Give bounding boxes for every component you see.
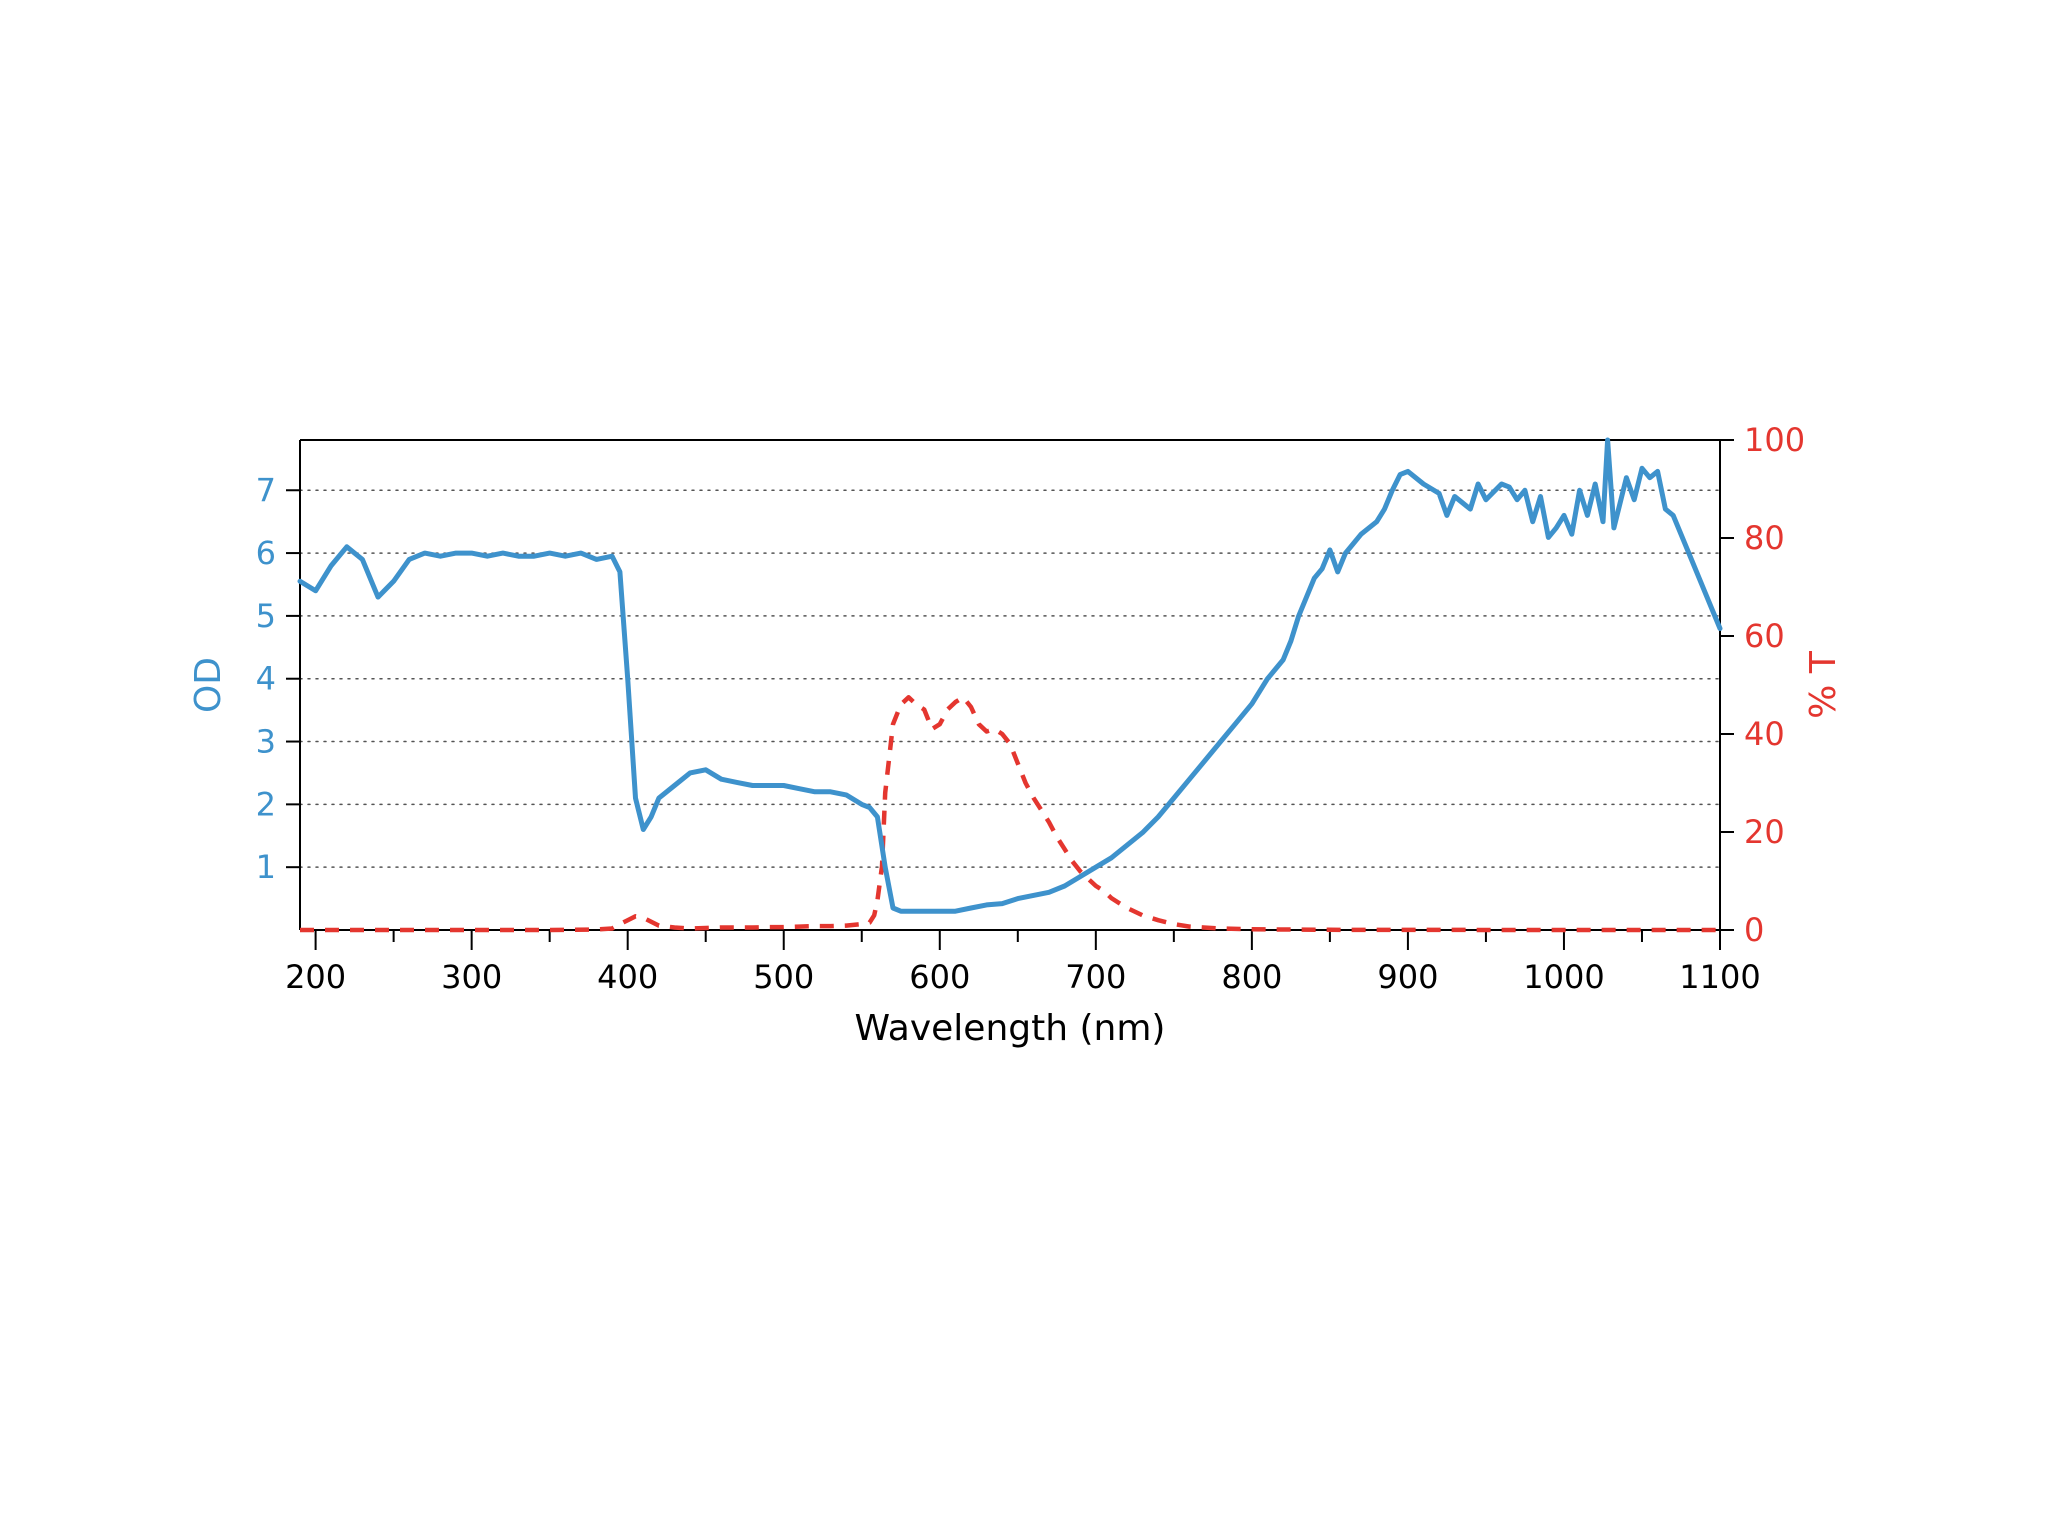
y-right-tick-label: 100 — [1744, 421, 1805, 459]
x-tick-label: 500 — [753, 958, 814, 996]
y-right-tick-label: 60 — [1744, 617, 1785, 655]
y-right-tick-label: 20 — [1744, 813, 1785, 851]
x-tick-label: 300 — [441, 958, 502, 996]
y-left-tick-label: 6 — [256, 534, 276, 572]
y-left-tick-label: 1 — [256, 848, 276, 886]
x-tick-label: 600 — [909, 958, 970, 996]
x-tick-label: 1100 — [1679, 958, 1760, 996]
y-right-tick-label: 40 — [1744, 715, 1785, 753]
x-tick-label: 900 — [1377, 958, 1438, 996]
y-left-tick-label: 3 — [256, 723, 276, 761]
y-left-tick-label: 7 — [256, 471, 276, 509]
y-right-tick-label: 80 — [1744, 519, 1785, 557]
x-tick-label: 700 — [1065, 958, 1126, 996]
x-tick-label: 400 — [597, 958, 658, 996]
x-tick-label: 800 — [1221, 958, 1282, 996]
x-axis-label: Wavelength (nm) — [855, 1008, 1166, 1049]
wavelength-od-t-chart: 20030040050060070080090010001100Waveleng… — [170, 400, 1870, 1100]
y-right-tick-label: 0 — [1744, 911, 1764, 949]
x-tick-label: 200 — [285, 958, 346, 996]
y-right-axis-label: % T — [1803, 650, 1844, 719]
y-left-axis-label: OD — [188, 657, 229, 713]
y-left-tick-label: 5 — [256, 597, 276, 635]
x-tick-label: 1000 — [1523, 958, 1604, 996]
chart-svg: 20030040050060070080090010001100Waveleng… — [170, 400, 1870, 1100]
y-left-tick-label: 2 — [256, 785, 276, 823]
y-left-tick-label: 4 — [256, 660, 276, 698]
